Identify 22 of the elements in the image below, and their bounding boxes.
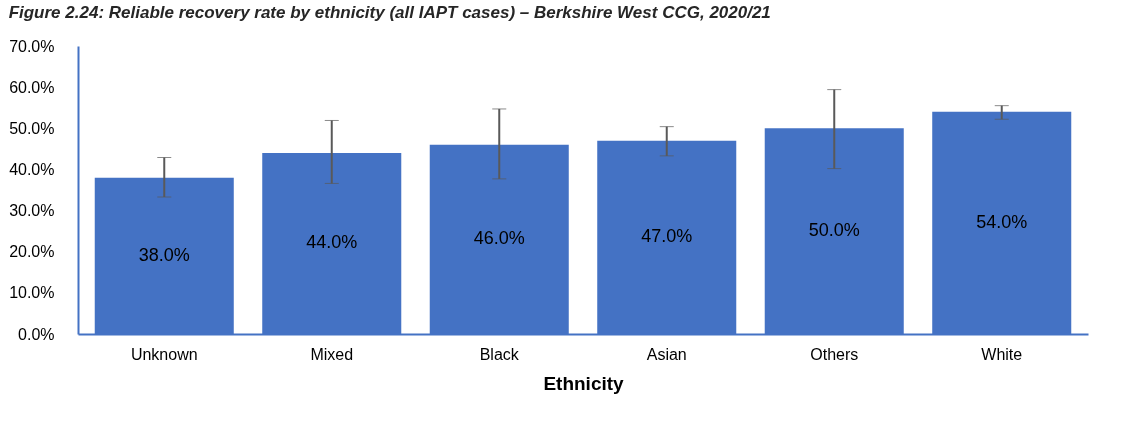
y-tick-label: 10.0% [9,284,55,302]
y-tick-label: 0.0% [18,325,55,343]
data-label: 54.0% [976,211,1028,232]
y-tick-label: 30.0% [9,202,55,220]
data-label: 47.0% [641,226,693,247]
chart-title: Figure 2.24: Reliable recovery rate by ethnicity (all IAPT cases) – Berkshire West CCG, 2020/21 [8,3,771,22]
data-label: 50.0% [808,220,860,241]
x-tick-label: Mixed [310,345,354,363]
y-tick-label: 40.0% [9,160,55,178]
x-tick-label: Black [479,345,520,363]
y-tick-label: 70.0% [9,37,55,55]
data-label: 46.0% [473,228,525,249]
y-tick-label: 60.0% [9,78,55,96]
x-tick-label: White [981,345,1023,363]
y-tick-label: 20.0% [9,243,55,261]
y-tick-label: 50.0% [9,119,55,137]
data-label: 38.0% [138,244,190,265]
x-tick-label: Others [810,345,859,363]
x-axis-title: Ethnicity [543,372,625,394]
x-tick-label: Asian [646,345,687,363]
data-label: 44.0% [306,232,358,253]
x-tick-label: Unknown [130,345,198,363]
